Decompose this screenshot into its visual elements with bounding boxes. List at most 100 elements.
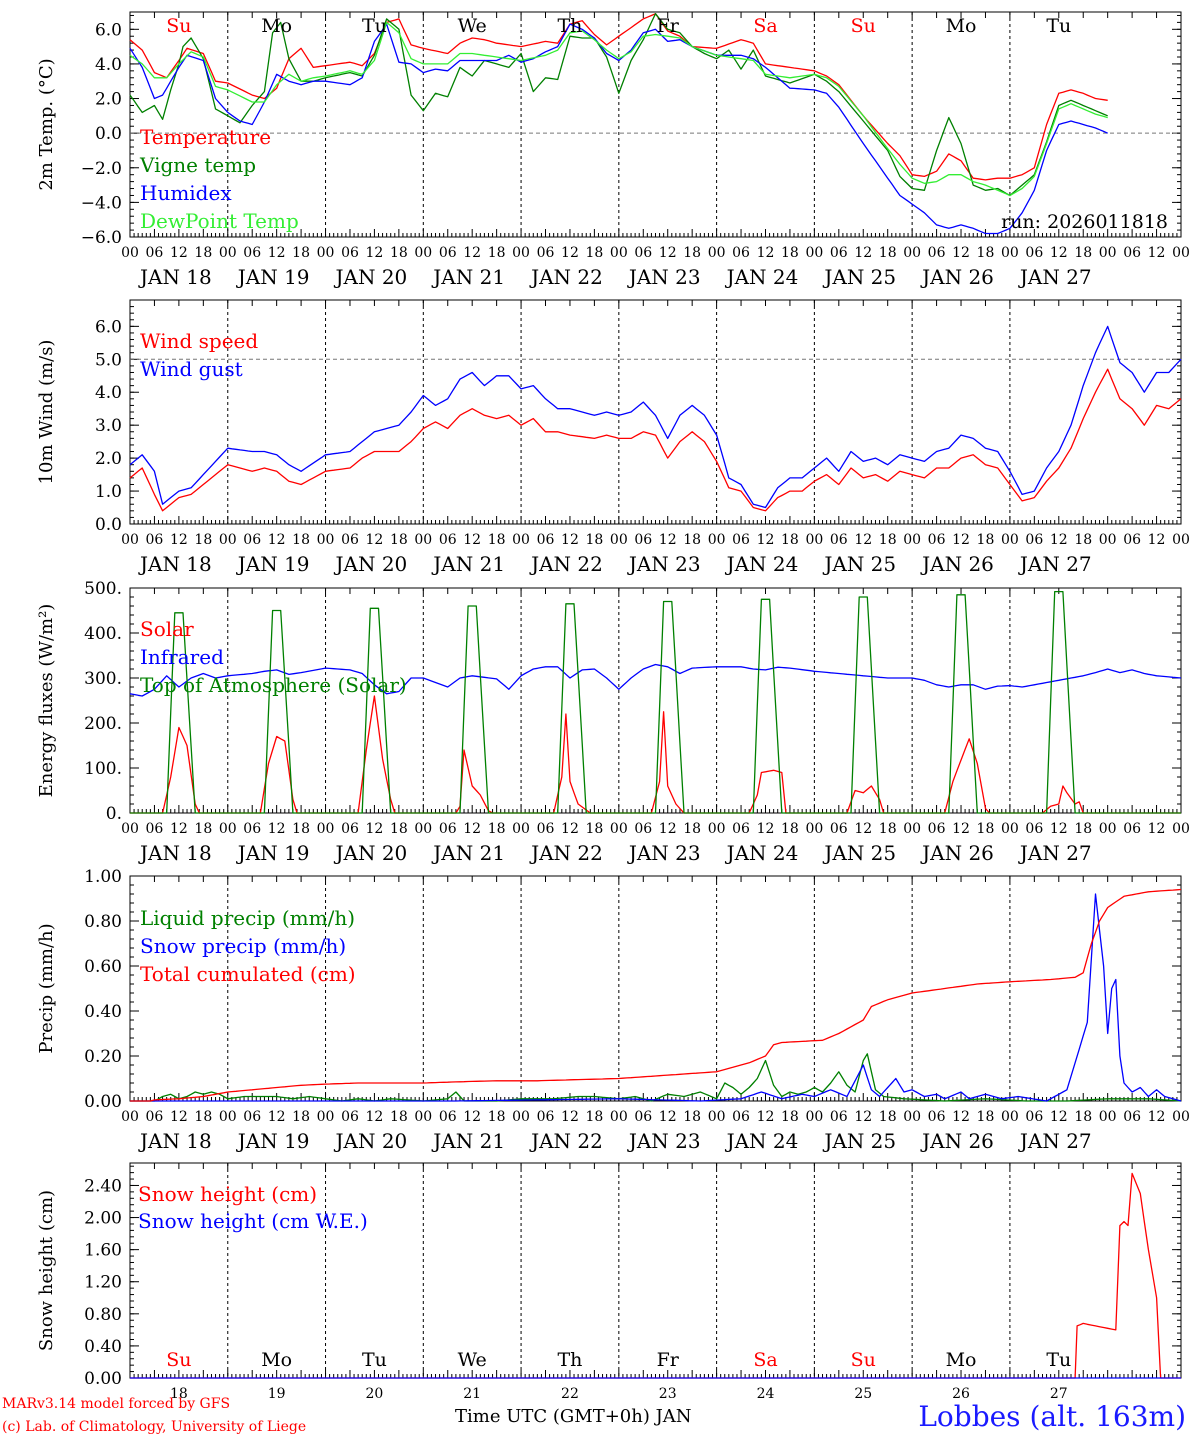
hour-label: 00: [805, 821, 823, 837]
day-number-label: 22: [561, 1386, 579, 1402]
hour-label: 06: [928, 245, 946, 261]
weekday-label: Mo: [261, 1349, 292, 1371]
y-tick-label: 1.00: [84, 867, 122, 887]
y-axis-label: Precip (mm/h): [36, 923, 57, 1053]
legend-entry: Top of Atmosphere (Solar): [140, 673, 407, 697]
weekday-label: Fr: [657, 15, 680, 37]
hour-label: 12: [366, 245, 384, 261]
hour-label: 00: [903, 821, 921, 837]
series-line-wind-speed: [129, 368, 1182, 512]
date-label: JAN 19: [236, 841, 310, 865]
hour-label: 00: [1172, 1109, 1190, 1125]
hour-label: 06: [341, 821, 359, 837]
hour-label: 00: [414, 1109, 432, 1125]
hour-label: 18: [194, 821, 212, 837]
hour-label: 00: [903, 532, 921, 548]
hour-label: 06: [830, 532, 848, 548]
y-tick-label: 6.0: [95, 317, 122, 337]
hour-label: 06: [341, 245, 359, 261]
hour-label: 00: [610, 1109, 628, 1125]
hour-label: 06: [830, 1109, 848, 1125]
hour-label: 18: [1074, 532, 1092, 548]
series-line-temperature: [129, 13, 1108, 181]
hour-label: 18: [781, 532, 799, 548]
date-label: JAN 25: [822, 265, 896, 289]
hour-label: 12: [268, 1109, 286, 1125]
hour-label: 12: [170, 245, 188, 261]
hour-label: 06: [634, 532, 652, 548]
series-line-wind-gust: [129, 325, 1182, 509]
hour-label: 06: [146, 532, 164, 548]
day-number-label: 18: [170, 1386, 188, 1402]
date-label: JAN 20: [334, 1129, 408, 1153]
hour-label: 18: [585, 532, 603, 548]
date-label: JAN 27: [1018, 552, 1092, 576]
hour-label: 18: [488, 532, 506, 548]
date-label: JAN 26: [920, 1129, 994, 1153]
hour-label: 12: [463, 821, 481, 837]
date-label: JAN 26: [920, 552, 994, 576]
hour-label: 06: [146, 821, 164, 837]
y-tick-label: 5.0: [95, 350, 122, 370]
hour-label: 12: [463, 532, 481, 548]
hour-label: 18: [194, 532, 212, 548]
hour-label: 18: [683, 821, 701, 837]
hour-label: 12: [757, 1109, 775, 1125]
hour-label: 00: [317, 821, 335, 837]
hour-label: 00: [805, 532, 823, 548]
hour-label: 00: [1172, 821, 1190, 837]
hour-label: 18: [879, 1109, 897, 1125]
y-tick-label: 4.0: [95, 55, 122, 75]
hour-label: 06: [1123, 1109, 1141, 1125]
date-label: JAN 22: [529, 1129, 603, 1153]
date-label: JAN 19: [236, 265, 310, 289]
hour-label: 00: [1099, 821, 1117, 837]
hour-label: 12: [561, 1109, 579, 1125]
hour-label: 18: [879, 532, 897, 548]
y-tick-label: 0.00: [84, 1092, 122, 1112]
date-label: JAN 24: [725, 1129, 799, 1153]
hour-label: 06: [243, 821, 261, 837]
date-label: JAN 24: [725, 841, 799, 865]
hour-label: 06: [1123, 532, 1141, 548]
panel-frame: [129, 11, 1182, 238]
day-number-label: 20: [366, 1386, 384, 1402]
hour-label: 00: [903, 245, 921, 261]
hour-label: 12: [561, 245, 579, 261]
panel-frame: [129, 587, 1182, 814]
y-tick-label: 0.80: [84, 912, 122, 932]
hour-label: 18: [488, 821, 506, 837]
hour-label: 00: [805, 245, 823, 261]
hour-label: 12: [854, 821, 872, 837]
hour-label: 00: [610, 532, 628, 548]
hour-label: 12: [952, 532, 970, 548]
weekday-label: Th: [557, 15, 582, 37]
date-label: JAN 25: [822, 552, 896, 576]
hour-label: 00: [708, 821, 726, 837]
y-tick-label: 6.0: [95, 20, 122, 40]
hour-label: 06: [1025, 532, 1043, 548]
weekday-label: Fr: [657, 1349, 680, 1371]
hour-label: 00: [512, 532, 530, 548]
hour-label: 06: [439, 1109, 457, 1125]
hour-label: 12: [1148, 821, 1166, 837]
series-line-snow-precip-mm-h-: [130, 893, 1182, 1102]
hour-label: 00: [1099, 532, 1117, 548]
weekday-label: Su: [851, 1349, 876, 1371]
legend-entry: DewPoint Temp: [140, 209, 299, 233]
hour-label: 12: [170, 532, 188, 548]
y-axis-label: 10m Wind (m/s): [36, 340, 57, 485]
legend-entry: Wind gust: [140, 357, 243, 381]
hour-label: 06: [732, 821, 750, 837]
hour-label: 00: [610, 821, 628, 837]
series-line-top-of-atmosphere-solar-: [130, 590, 1181, 814]
date-label: JAN 22: [529, 265, 603, 289]
hour-label: 18: [879, 821, 897, 837]
hour-label: 18: [781, 245, 799, 261]
hour-label: 18: [390, 245, 408, 261]
hour-label: 06: [146, 245, 164, 261]
hour-label: 00: [219, 821, 237, 837]
hour-label: 18: [683, 245, 701, 261]
hour-label: 18: [390, 821, 408, 837]
